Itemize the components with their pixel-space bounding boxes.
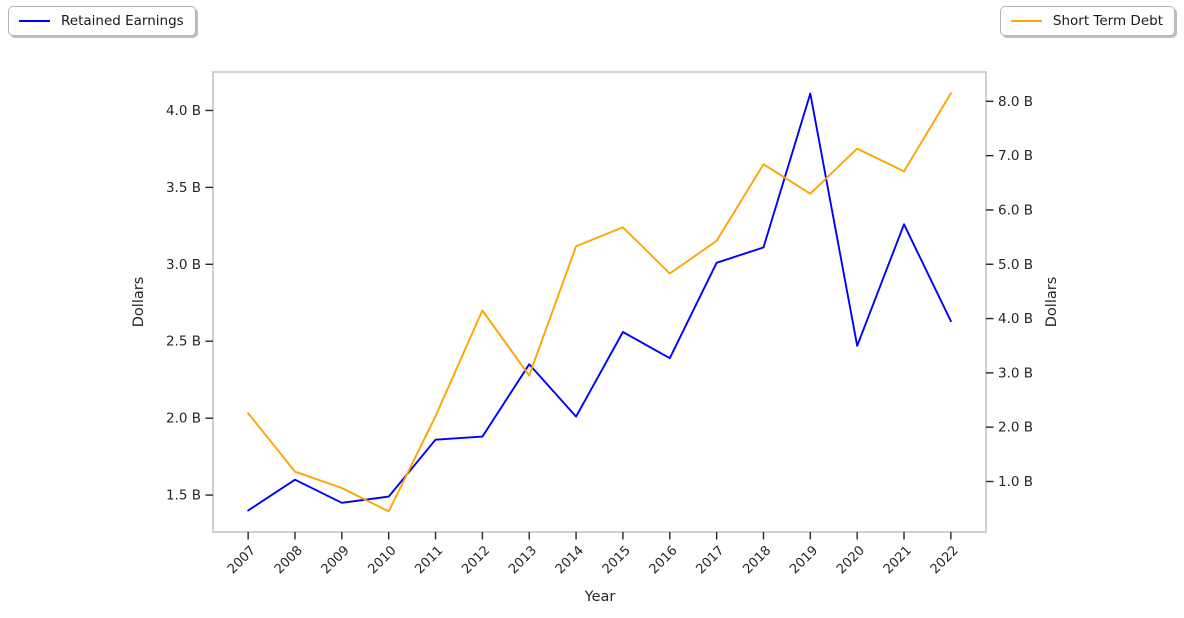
right-tick-label: 4.0 B <box>998 311 1033 327</box>
x-tick-label: 2019 <box>787 543 821 577</box>
right-tick-label: 7.0 B <box>998 148 1033 164</box>
right-tick-label: 3.0 B <box>998 365 1033 381</box>
x-tick-label: 2008 <box>272 543 306 577</box>
left-tick-label: 3.5 B <box>166 180 201 196</box>
right-tick-label: 6.0 B <box>998 202 1033 218</box>
x-tick-label: 2022 <box>928 543 962 577</box>
left-axis-title: Dollars <box>131 277 147 328</box>
left-tick-label: 4.0 B <box>166 103 201 119</box>
x-tick-label: 2011 <box>412 543 446 577</box>
x-tick-label: 2009 <box>319 543 353 577</box>
legend-label-short-term-debt: Short Term Debt <box>1052 13 1163 29</box>
series-line-short-term-debt <box>247 92 952 513</box>
legend-retained-earnings: Retained Earnings <box>8 6 196 36</box>
x-tick-label: 2016 <box>647 543 681 577</box>
legend-line-sample-blue <box>19 20 50 22</box>
series-line-retained-earnings <box>247 92 952 512</box>
left-tick-label: 3.0 B <box>166 257 201 273</box>
x-axis: 2007 2008 2009 2010 2011 2012 2013 2014 2015 2016… <box>225 532 962 605</box>
plot-area-border <box>212 71 987 533</box>
right-tick-label: 1.0 B <box>998 474 1033 490</box>
x-tick-label: 2017 <box>693 543 727 577</box>
x-tick-label: 2013 <box>506 543 540 577</box>
left-tick-label: 1.5 B <box>166 488 201 504</box>
right-tick-label: 2.0 B <box>998 420 1033 436</box>
x-axis-title: Year <box>584 589 616 605</box>
legend-line-sample-orange <box>1010 20 1042 22</box>
x-tick-label: 2010 <box>366 543 400 577</box>
left-tick-label: 2.5 B <box>166 334 201 350</box>
x-tick-label: 2021 <box>881 543 915 577</box>
x-tick-label: 2018 <box>740 543 774 577</box>
right-tick-label: 5.0 B <box>998 257 1033 273</box>
right-axis-title: Dollars <box>1044 277 1060 328</box>
x-tick-label: 2007 <box>225 543 259 577</box>
x-tick-label: 2015 <box>600 543 634 577</box>
x-tick-label: 2020 <box>834 543 868 577</box>
right-tick-label: 8.0 B <box>998 94 1033 110</box>
right-axis: 1.0 B 2.0 B 3.0 B 4.0 B 5.0 B 6.0 B 7.0 B 8.0 B… <box>986 94 1060 490</box>
legend-label-retained-earnings: Retained Earnings <box>61 13 184 29</box>
legend-short-term-debt: Short Term Debt <box>999 6 1175 36</box>
x-tick-label: 2014 <box>553 543 587 577</box>
left-axis: 1.5 B 2.0 B 2.5 B 3.0 B 3.5 B 4.0 B Dollars <box>131 103 213 504</box>
x-tick-label: 2012 <box>459 543 493 577</box>
left-tick-label: 2.0 B <box>166 411 201 427</box>
